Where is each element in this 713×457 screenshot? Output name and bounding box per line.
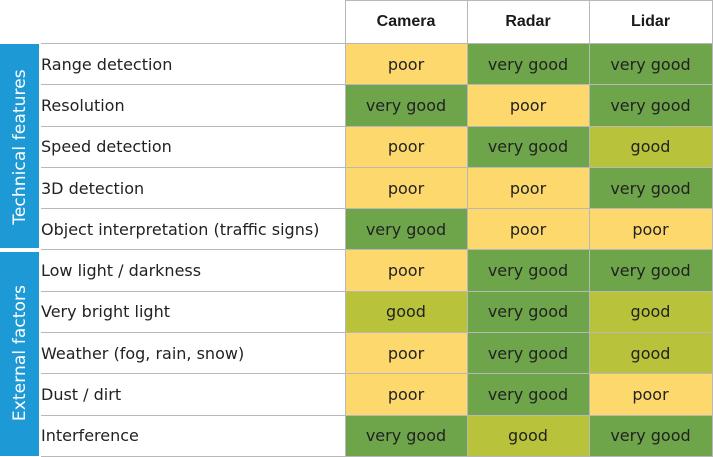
column-header-radar: Radar xyxy=(466,0,590,44)
rating-cell-camera: poor xyxy=(344,125,468,168)
rating-cell-radar: very good xyxy=(466,290,590,334)
rating-cell-radar: very good xyxy=(466,249,590,292)
table-row: 3D detection poor poor very good xyxy=(0,166,713,210)
group-label: External factors xyxy=(9,285,30,422)
rating-cell-lidar: good xyxy=(588,125,713,168)
rating-cell-lidar: good xyxy=(588,290,713,334)
table-row: Weather (fog, rain, snow) poor very good… xyxy=(0,332,713,375)
rating-cell-radar: good xyxy=(466,414,590,457)
table-row: Speed detection poor very good good xyxy=(0,125,713,168)
group-band xyxy=(0,251,39,457)
table-row: Interference very good good very good xyxy=(0,414,713,457)
table-row: Very bright light good very good good xyxy=(0,290,713,334)
group-technical-features: Technical features xyxy=(0,43,41,250)
feature-label: Interference xyxy=(39,414,346,457)
feature-label: Low light / darkness xyxy=(39,249,346,292)
rating-cell-radar: very good xyxy=(466,332,590,375)
table-row: Object interpretation (traffic signs) ve… xyxy=(0,208,713,251)
feature-label: 3D detection xyxy=(39,166,346,210)
rating-cell-radar: poor xyxy=(466,84,590,127)
rating-cell-lidar: poor xyxy=(588,373,713,416)
rating-cell-camera: poor xyxy=(344,373,468,416)
rating-cell-lidar: very good xyxy=(588,249,713,292)
table-row: Dust / dirt poor very good poor xyxy=(0,373,713,416)
rating-cell-lidar: very good xyxy=(588,414,713,457)
rating-cell-camera: very good xyxy=(344,208,468,251)
feature-label: Object interpretation (traffic signs) xyxy=(39,208,346,251)
header-blank-cell xyxy=(0,0,345,44)
rating-cell-radar: very good xyxy=(466,42,590,86)
table-row: Resolution very good poor very good xyxy=(0,84,713,127)
feature-label: Weather (fog, rain, snow) xyxy=(39,332,346,375)
feature-label: Very bright light xyxy=(39,290,346,334)
rating-cell-camera: poor xyxy=(344,332,468,375)
rating-cell-camera: poor xyxy=(344,249,468,292)
group-external-factors: External factors xyxy=(0,249,41,457)
column-header-lidar: Lidar xyxy=(588,0,713,44)
feature-label: Speed detection xyxy=(39,125,346,168)
rating-cell-camera: poor xyxy=(344,166,468,210)
rating-cell-lidar: very good xyxy=(588,166,713,210)
rating-cell-lidar: poor xyxy=(588,208,713,251)
rating-cell-camera: very good xyxy=(344,414,468,457)
header-row: Camera Radar Lidar xyxy=(0,0,713,44)
rating-cell-camera: good xyxy=(344,290,468,334)
table-row: External factors Low light / darkness po… xyxy=(0,249,713,457)
rating-cell-lidar: good xyxy=(588,332,713,375)
group-band xyxy=(0,43,39,248)
rating-cell-lidar: very good xyxy=(588,84,713,127)
rating-cell-camera: very good xyxy=(344,84,468,127)
rating-cell-radar: very good xyxy=(466,125,590,168)
rating-cell-radar: very good xyxy=(466,373,590,416)
table-row: Technical features Range detection poor … xyxy=(0,42,713,250)
feature-label: Dust / dirt xyxy=(39,373,346,416)
feature-label: Resolution xyxy=(39,84,346,127)
group-label: Technical features xyxy=(9,68,30,225)
rating-cell-lidar: very good xyxy=(588,42,713,86)
rating-cell-radar: poor xyxy=(466,208,590,251)
rating-cell-radar: poor xyxy=(466,166,590,210)
feature-label: Range detection xyxy=(39,42,346,86)
column-header-camera: Camera xyxy=(344,0,468,44)
rating-cell-camera: poor xyxy=(344,42,468,86)
